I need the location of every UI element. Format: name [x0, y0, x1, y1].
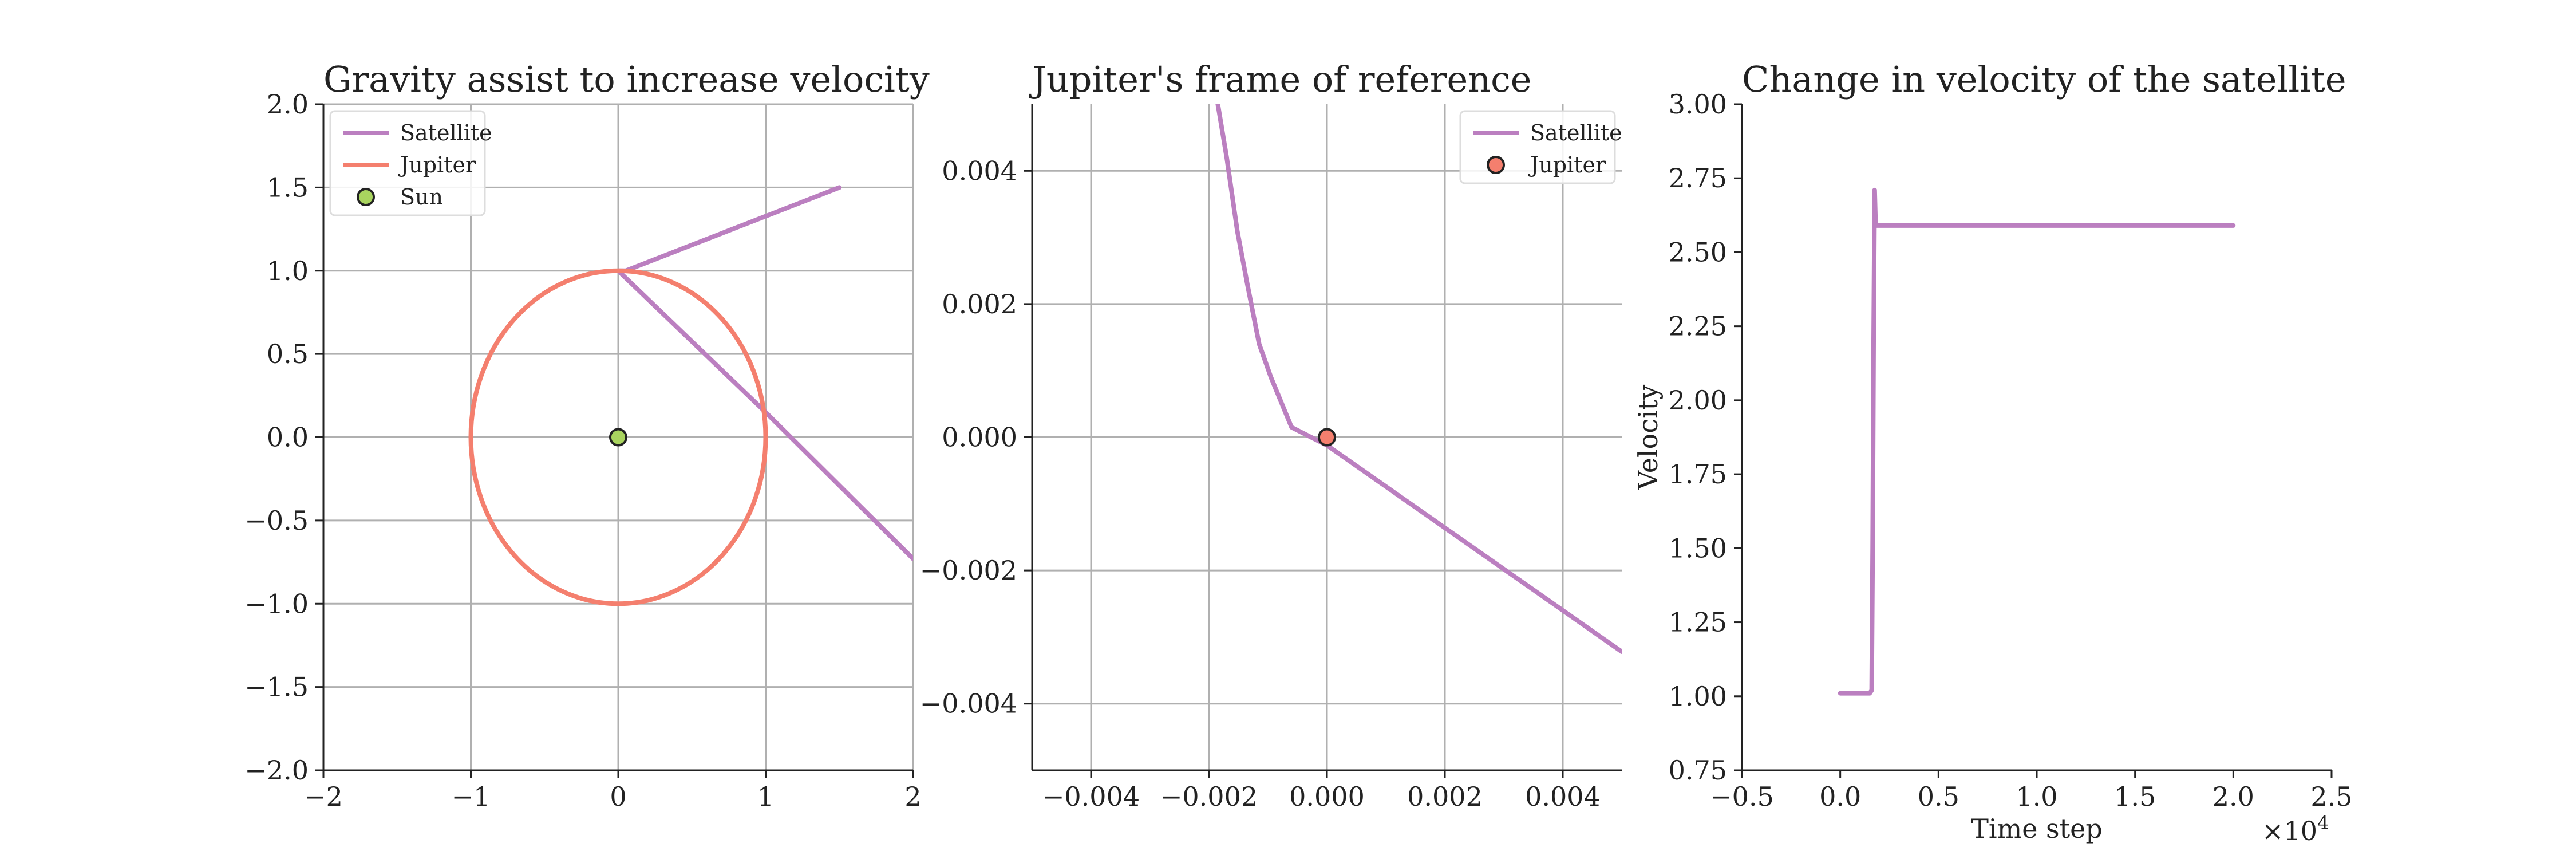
- sun-point: [609, 428, 627, 447]
- x-tick-label: 0.0: [1819, 781, 1861, 812]
- x-tick-label: −0.004: [1042, 781, 1140, 812]
- y-tick-label: 1.5: [267, 172, 309, 203]
- y-tick-label: −2.0: [244, 755, 309, 786]
- x-tick-label: 0.5: [1918, 781, 1959, 812]
- y-tick-label: 0.002: [942, 289, 1017, 320]
- chart-velocity-change: −0.5 0.0 0.5 1.0 1.5 2.0 2.5 0.75 1.00 1.25 1.50 1…: [1633, 58, 2353, 846]
- series-0-line: [1838, 187, 2236, 696]
- velocity-spines: [1741, 104, 2332, 771]
- chart-jupiter-frame: −0.004 −0.002 0.000 0.002 0.004 −0.004 −0.002…: [920, 58, 1622, 812]
- x-tick-label: 1: [757, 781, 774, 812]
- y-tick-label: 0.004: [942, 155, 1017, 186]
- legend-satellite-label: Satellite: [1530, 120, 1622, 145]
- jupiter-point: [1318, 428, 1336, 447]
- x-tick-label: −2: [304, 781, 343, 812]
- gravity-x-ticks: −2 −1 0 1 2: [304, 770, 922, 812]
- y-tick-label: −0.004: [920, 688, 1017, 719]
- jupiter-frame-legend: Satellite Jupiter: [1459, 110, 1622, 184]
- y-tick-label: 2.50: [1669, 237, 1727, 267]
- y-tick-label: 1.25: [1669, 607, 1727, 638]
- legend-jupiter-label: Jupiter: [1528, 152, 1606, 178]
- jupiter-frame-y-ticks: −0.004 −0.002 0.000 0.002 0.004: [920, 155, 1032, 719]
- y-tick-label: 0.0: [267, 422, 309, 453]
- x-tick-label: 1.0: [2016, 781, 2057, 812]
- gravity-series: [468, 185, 913, 606]
- chart-gravity-assist: −2 −1 0 1 2 −2.0−1.5−1.0−0.50.00.51.01.52.0 …: [244, 58, 930, 812]
- y-tick-label: 1.00: [1669, 681, 1727, 712]
- y-tick-label: −0.002: [920, 555, 1017, 586]
- legend-sun-marker: [357, 188, 375, 206]
- y-tick-label: −1.5: [244, 672, 309, 703]
- y-tick-label: 1.50: [1669, 533, 1727, 564]
- y-tick-label: 0.5: [267, 338, 309, 369]
- y-tick-label: 0.75: [1669, 755, 1727, 786]
- legend-satellite-label: Satellite: [400, 120, 492, 145]
- x-tick-label: 2.5: [2310, 781, 2352, 812]
- legend-jupiter-marker: [1487, 156, 1505, 174]
- legend-sun-label: Sun: [400, 184, 443, 210]
- velocity-title: Change in velocity of the satellite: [1742, 58, 2346, 100]
- x-tick-label: 1.5: [2114, 781, 2156, 812]
- gravity-title: Gravity assist to increase velocity: [323, 58, 930, 100]
- velocity-series: [1838, 187, 2236, 696]
- velocity-x-ticks: −0.5 0.0 0.5 1.0 1.5 2.0 2.5: [1710, 770, 2353, 812]
- x-tick-label: 0: [610, 781, 626, 812]
- y-tick-label: 1.75: [1669, 459, 1727, 490]
- x-tick-label: 2: [904, 781, 921, 812]
- y-tick-label: 2.75: [1669, 163, 1727, 194]
- y-tick-label: 3.00: [1669, 89, 1727, 120]
- y-tick-label: 2.00: [1669, 385, 1727, 416]
- x-tick-label: 0.000: [1289, 781, 1365, 812]
- velocity-y-ticks: 0.75 1.00 1.25 1.50 1.75 2.00 2.25 2.50 2.75 3.00: [1669, 89, 1742, 786]
- velocity-x-offset-base: ×10: [2262, 815, 2317, 846]
- x-tick-label: 0.004: [1525, 781, 1601, 812]
- legend-jupiter-label: Jupiter: [398, 152, 476, 178]
- y-tick-label: 0.000: [942, 422, 1017, 453]
- y-tick-label: 1.0: [267, 255, 309, 286]
- jupiter-orbit: [468, 268, 768, 606]
- jupiter-frame-title: Jupiter's frame of reference: [1029, 58, 1531, 100]
- jupiter-frame-x-ticks: −0.004 −0.002 0.000 0.002 0.004: [1042, 770, 1601, 812]
- velocity-x-offset-text: ×104: [2262, 812, 2329, 846]
- velocity-y-axis-label: Velocity: [1633, 385, 1664, 491]
- y-tick-label: −1.0: [244, 588, 309, 619]
- x-tick-label: 2.0: [2212, 781, 2254, 812]
- gravity-y-ticks: −2.0 −1.5 −1.0 −0.5 0.0 0.5 1.0 1.5 2.0: [244, 89, 323, 786]
- velocity-x-axis-label: Time step: [1971, 813, 2103, 844]
- y-tick-label: 2.0: [267, 89, 309, 120]
- x-tick-label: 0.002: [1407, 781, 1483, 812]
- y-tick-label: −0.5: [244, 505, 309, 536]
- x-tick-label: −1: [452, 781, 491, 812]
- x-tick-label: −0.5: [1710, 781, 1774, 812]
- gravity-legend: Satellite Jupiter Sun: [329, 110, 492, 216]
- y-tick-label: 2.25: [1669, 311, 1727, 342]
- velocity-x-offset-exponent: 4: [2317, 812, 2329, 834]
- x-tick-label: −0.002: [1160, 781, 1258, 812]
